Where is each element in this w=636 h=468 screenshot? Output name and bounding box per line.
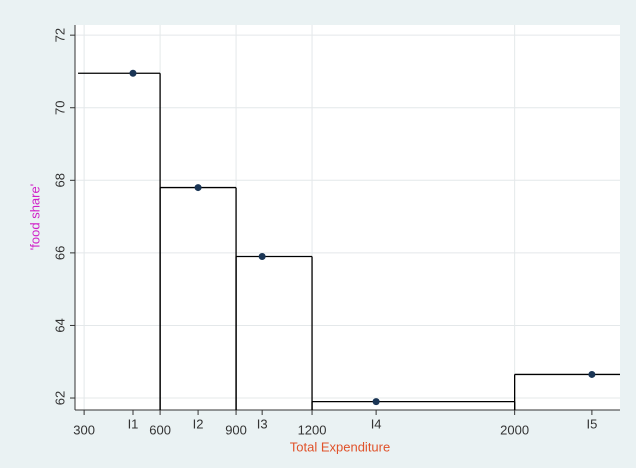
y-axis-title: 'food share' (27, 184, 42, 250)
plot-area (75, 25, 620, 410)
x-tick-label: I3 (257, 416, 268, 431)
y-tick-label: 64 (52, 318, 67, 332)
x-tick-label: I5 (586, 416, 597, 431)
x-tick-label: 900 (225, 422, 247, 437)
y-tick-label: 62 (52, 391, 67, 405)
y-tick-label: 66 (52, 246, 67, 260)
point (588, 370, 596, 378)
point (258, 253, 266, 261)
x-tick-label: I4 (371, 416, 382, 431)
x-tick-label: I2 (193, 416, 204, 431)
x-tick-label: 600 (149, 422, 171, 437)
point (194, 184, 202, 192)
x-tick-label: 1200 (298, 422, 327, 437)
y-tick-label: 70 (52, 100, 67, 114)
x-tick-label: 300 (73, 422, 95, 437)
x-tick-label: 2000 (500, 422, 529, 437)
y-tick-label: 72 (52, 28, 67, 42)
y-tick-label: 68 (52, 173, 67, 187)
x-axis-title: Total Expenditure (290, 439, 390, 454)
x-tick-label: I1 (128, 416, 139, 431)
point (129, 69, 137, 77)
point (372, 398, 380, 406)
